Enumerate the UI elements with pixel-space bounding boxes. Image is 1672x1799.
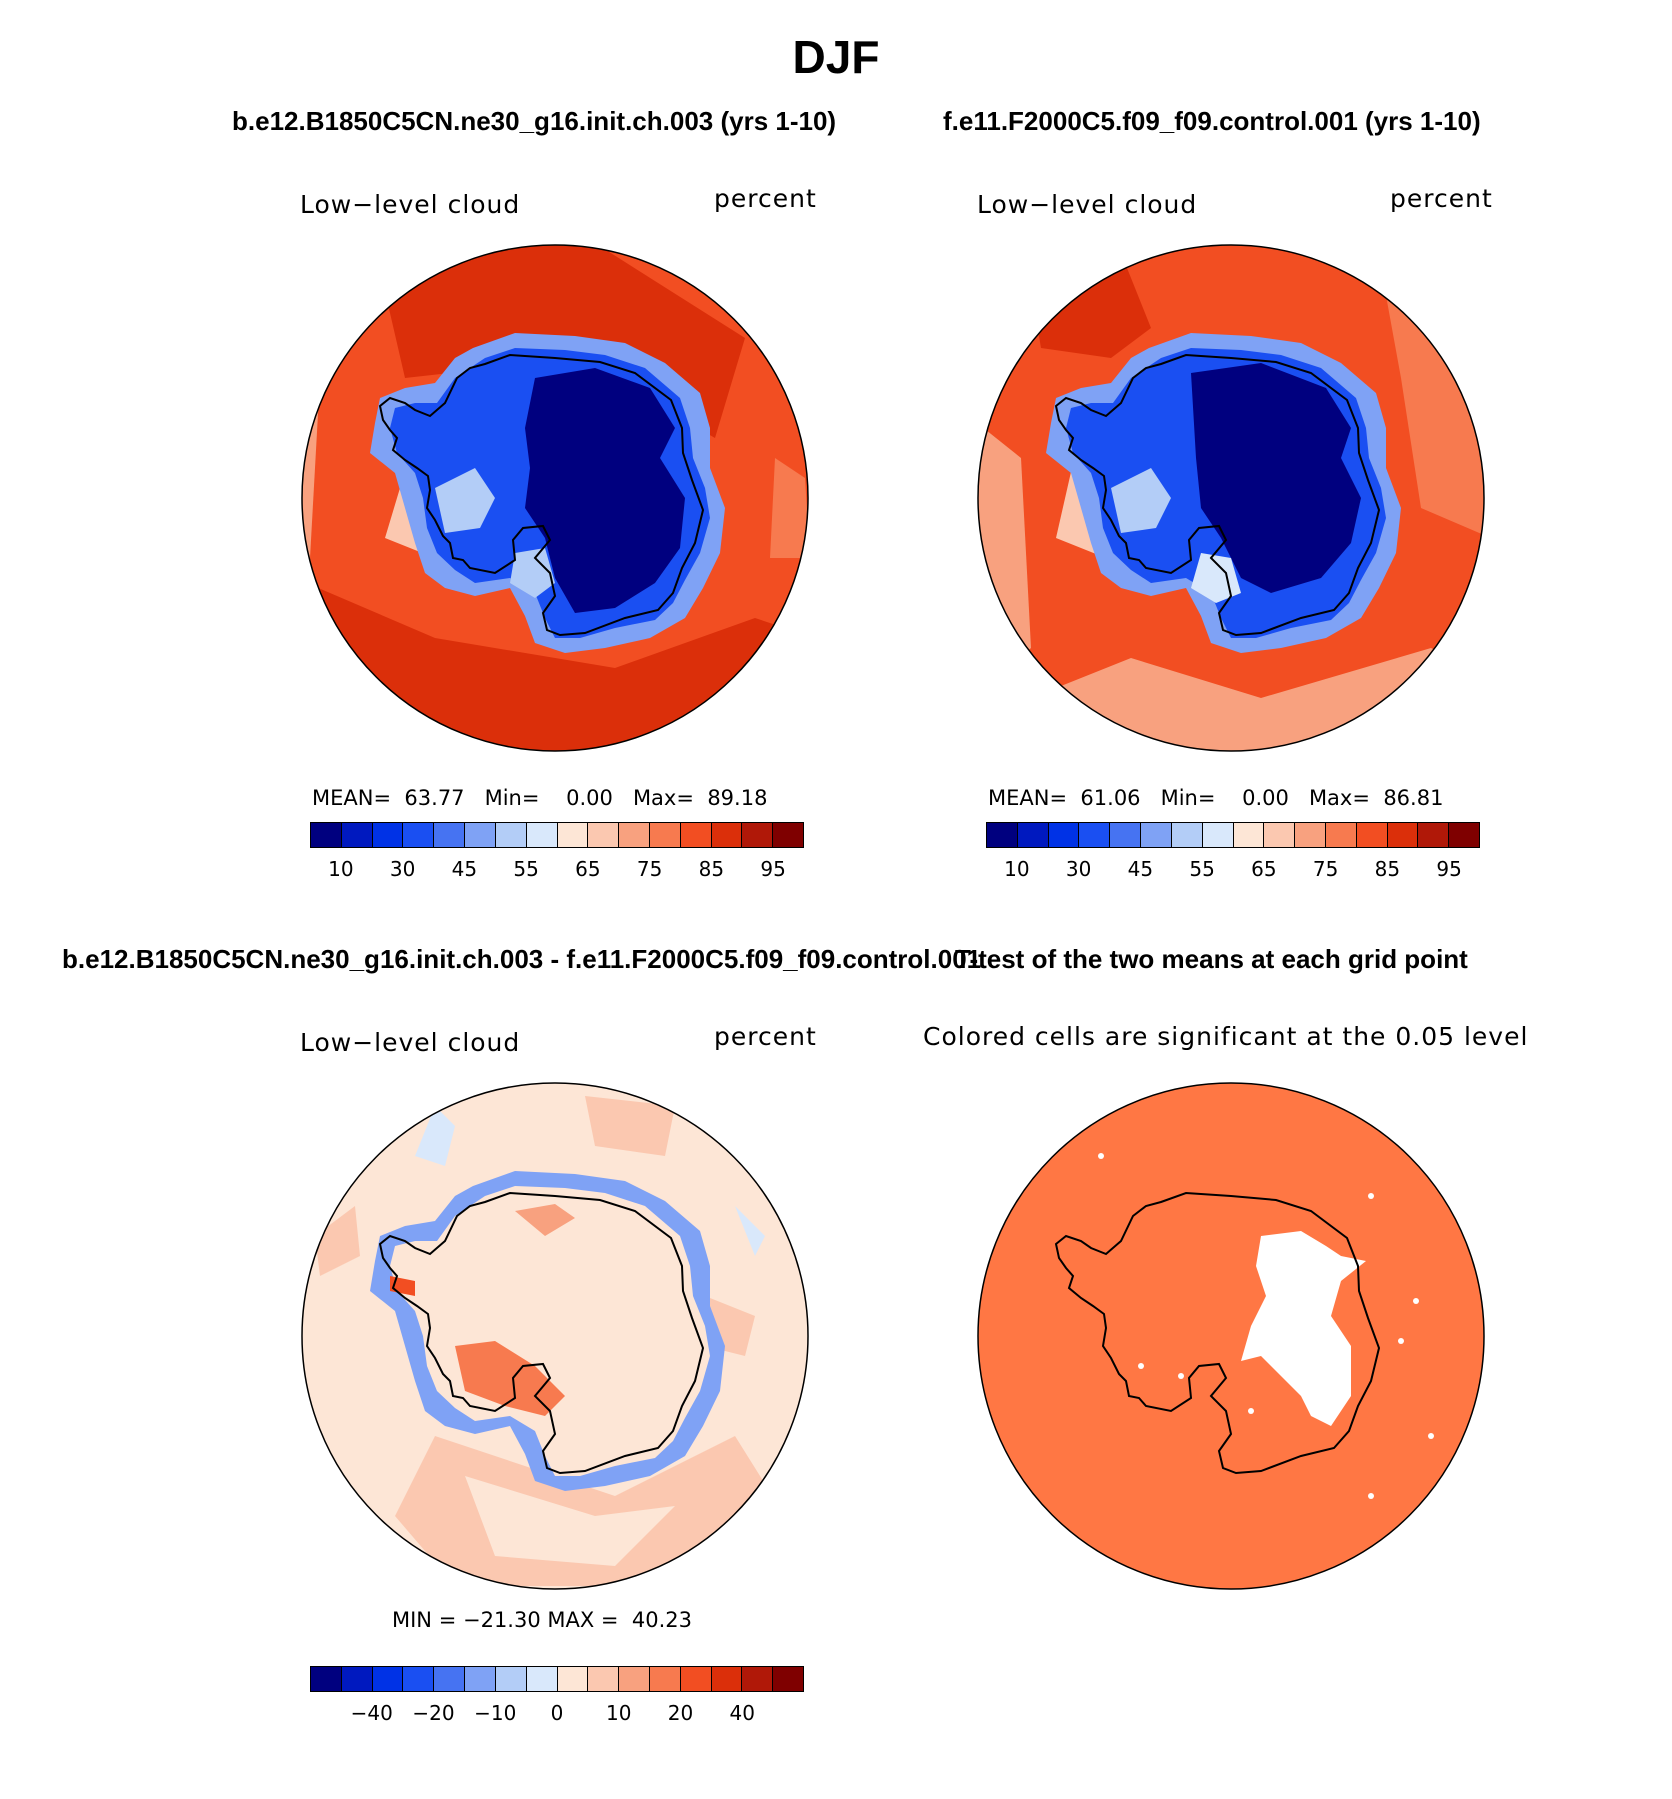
colorbar-swatch: [1048, 823, 1080, 847]
colorbar-2-tick-label: 65: [1251, 857, 1277, 881]
colorbar-swatch: [372, 1667, 404, 1691]
colorbar-swatch: [588, 823, 620, 847]
colorbar-swatch: [311, 823, 342, 847]
colorbar-3-tick-label: 0: [550, 1701, 564, 1725]
colorbar-swatch: [649, 1667, 681, 1691]
units-label-3: percent: [714, 1022, 817, 1051]
case-title-2: f.e11.F2000C5.f09_f09.control.001 (yrs 1…: [943, 106, 1481, 136]
map-panel-3: [301, 1082, 809, 1590]
colorbar-3: [310, 1666, 804, 1692]
colorbar-swatch: [649, 823, 681, 847]
colorbar-swatch: [742, 1667, 774, 1691]
stats-panel-2: MEAN= 61.06 Min= 0.00 Max= 86.81: [988, 786, 1444, 810]
colorbar-swatch: [711, 823, 743, 847]
colorbar-swatch: [588, 1667, 620, 1691]
colorbar-swatch: [341, 823, 373, 847]
colorbar-1-tick-label: 30: [389, 857, 416, 881]
colorbar-swatch: [1141, 823, 1172, 847]
significance-note: Colored cells are significant at the 0.0…: [923, 1022, 1529, 1051]
case-title-1: b.e12.B1850C5CN.ne30_g16.init.ch.003 (yr…: [232, 106, 837, 136]
colorbar-swatch: [711, 1667, 743, 1691]
colorbar-2-tick-label: 45: [1127, 857, 1154, 881]
colorbar-swatch: [403, 823, 435, 847]
colorbar-swatch: [1233, 823, 1265, 847]
map-panel-2: [977, 244, 1485, 752]
colorbar-2-tick-label: 85: [1374, 857, 1401, 881]
colorbar-1-tick-label: 45: [451, 857, 478, 881]
colorbar-3-tick-label: −40: [350, 1701, 393, 1725]
colorbar-2-tick-label: 55: [1189, 857, 1215, 881]
colorbar-3-tick-label: −10: [474, 1701, 517, 1725]
colorbar-3-tick-label: 40: [729, 1701, 755, 1725]
colorbar-swatch: [557, 1667, 589, 1691]
colorbar-swatch: [1418, 823, 1450, 847]
colorbar-swatch: [1202, 823, 1234, 847]
colorbar-swatch: [1449, 823, 1479, 847]
colorbar-swatch: [495, 1667, 527, 1691]
colorbar-3-tick-label: −20: [412, 1701, 455, 1725]
colorbar-swatch: [434, 1667, 466, 1691]
colorbar-swatch: [742, 823, 774, 847]
variable-label-3: Low−level cloud: [300, 1028, 521, 1057]
colorbar-swatch: [526, 823, 558, 847]
colorbar-1-tick-label: 10: [328, 857, 354, 881]
colorbar-swatch: [1295, 823, 1326, 847]
colorbar-swatch: [434, 823, 466, 847]
variable-label-2: Low−level cloud: [977, 190, 1198, 219]
colorbar-swatch: [1079, 823, 1111, 847]
colorbar-2-tick-label: 30: [1065, 857, 1092, 881]
colorbar-swatch: [372, 823, 404, 847]
colorbar-swatch: [495, 823, 527, 847]
units-label-2: percent: [1390, 184, 1493, 213]
case-title-4: T-test of the two means at each grid poi…: [955, 944, 1468, 974]
colorbar-swatch: [1171, 823, 1203, 847]
colorbar-3-tick-label: 20: [667, 1701, 694, 1725]
colorbar-1-tick-label: 55: [513, 857, 539, 881]
stats-panel-1: MEAN= 63.77 Min= 0.00 Max= 89.18: [312, 786, 768, 810]
colorbar-swatch: [1264, 823, 1296, 847]
page-title: DJF: [792, 31, 880, 83]
colorbar-swatch: [987, 823, 1018, 847]
colorbar-2-tick-label: 95: [1436, 857, 1462, 881]
colorbar-1-tick-label: 85: [698, 857, 725, 881]
colorbar-3-tick-label: 10: [606, 1701, 632, 1725]
colorbar-swatch: [773, 1667, 803, 1691]
colorbar-swatch: [526, 1667, 558, 1691]
case-title-3: b.e12.B1850C5CN.ne30_g16.init.ch.003 - f…: [62, 944, 982, 974]
colorbar-swatch: [1387, 823, 1419, 847]
colorbar-1-tick-label: 75: [636, 857, 663, 881]
colorbar-swatch: [680, 1667, 712, 1691]
units-label-1: percent: [714, 184, 817, 213]
colorbar-swatch: [465, 1667, 496, 1691]
colorbar-swatch: [311, 1667, 342, 1691]
colorbar-2-tick-label: 75: [1312, 857, 1339, 881]
colorbar-swatch: [341, 1667, 373, 1691]
map-panel-1: [301, 244, 809, 752]
colorbar-1: [310, 822, 804, 848]
colorbar-swatch: [773, 823, 803, 847]
colorbar-2-tick-label: 10: [1004, 857, 1030, 881]
colorbar-2: [986, 822, 1480, 848]
colorbar-swatch: [1325, 823, 1357, 847]
colorbar-swatch: [1356, 823, 1388, 847]
colorbar-swatch: [1110, 823, 1142, 847]
colorbar-swatch: [403, 1667, 435, 1691]
colorbar-swatch: [619, 1667, 650, 1691]
colorbar-swatch: [557, 823, 589, 847]
colorbar-1-tick-label: 95: [760, 857, 786, 881]
colorbar-swatch: [1017, 823, 1049, 847]
map-panel-4: [977, 1082, 1485, 1590]
variable-label-1: Low−level cloud: [300, 190, 521, 219]
colorbar-swatch: [619, 823, 650, 847]
colorbar-1-tick-label: 65: [575, 857, 601, 881]
colorbar-swatch: [465, 823, 496, 847]
colorbar-swatch: [680, 823, 712, 847]
stats-panel-3: MIN = −21.30 MAX = 40.23: [392, 1608, 693, 1632]
